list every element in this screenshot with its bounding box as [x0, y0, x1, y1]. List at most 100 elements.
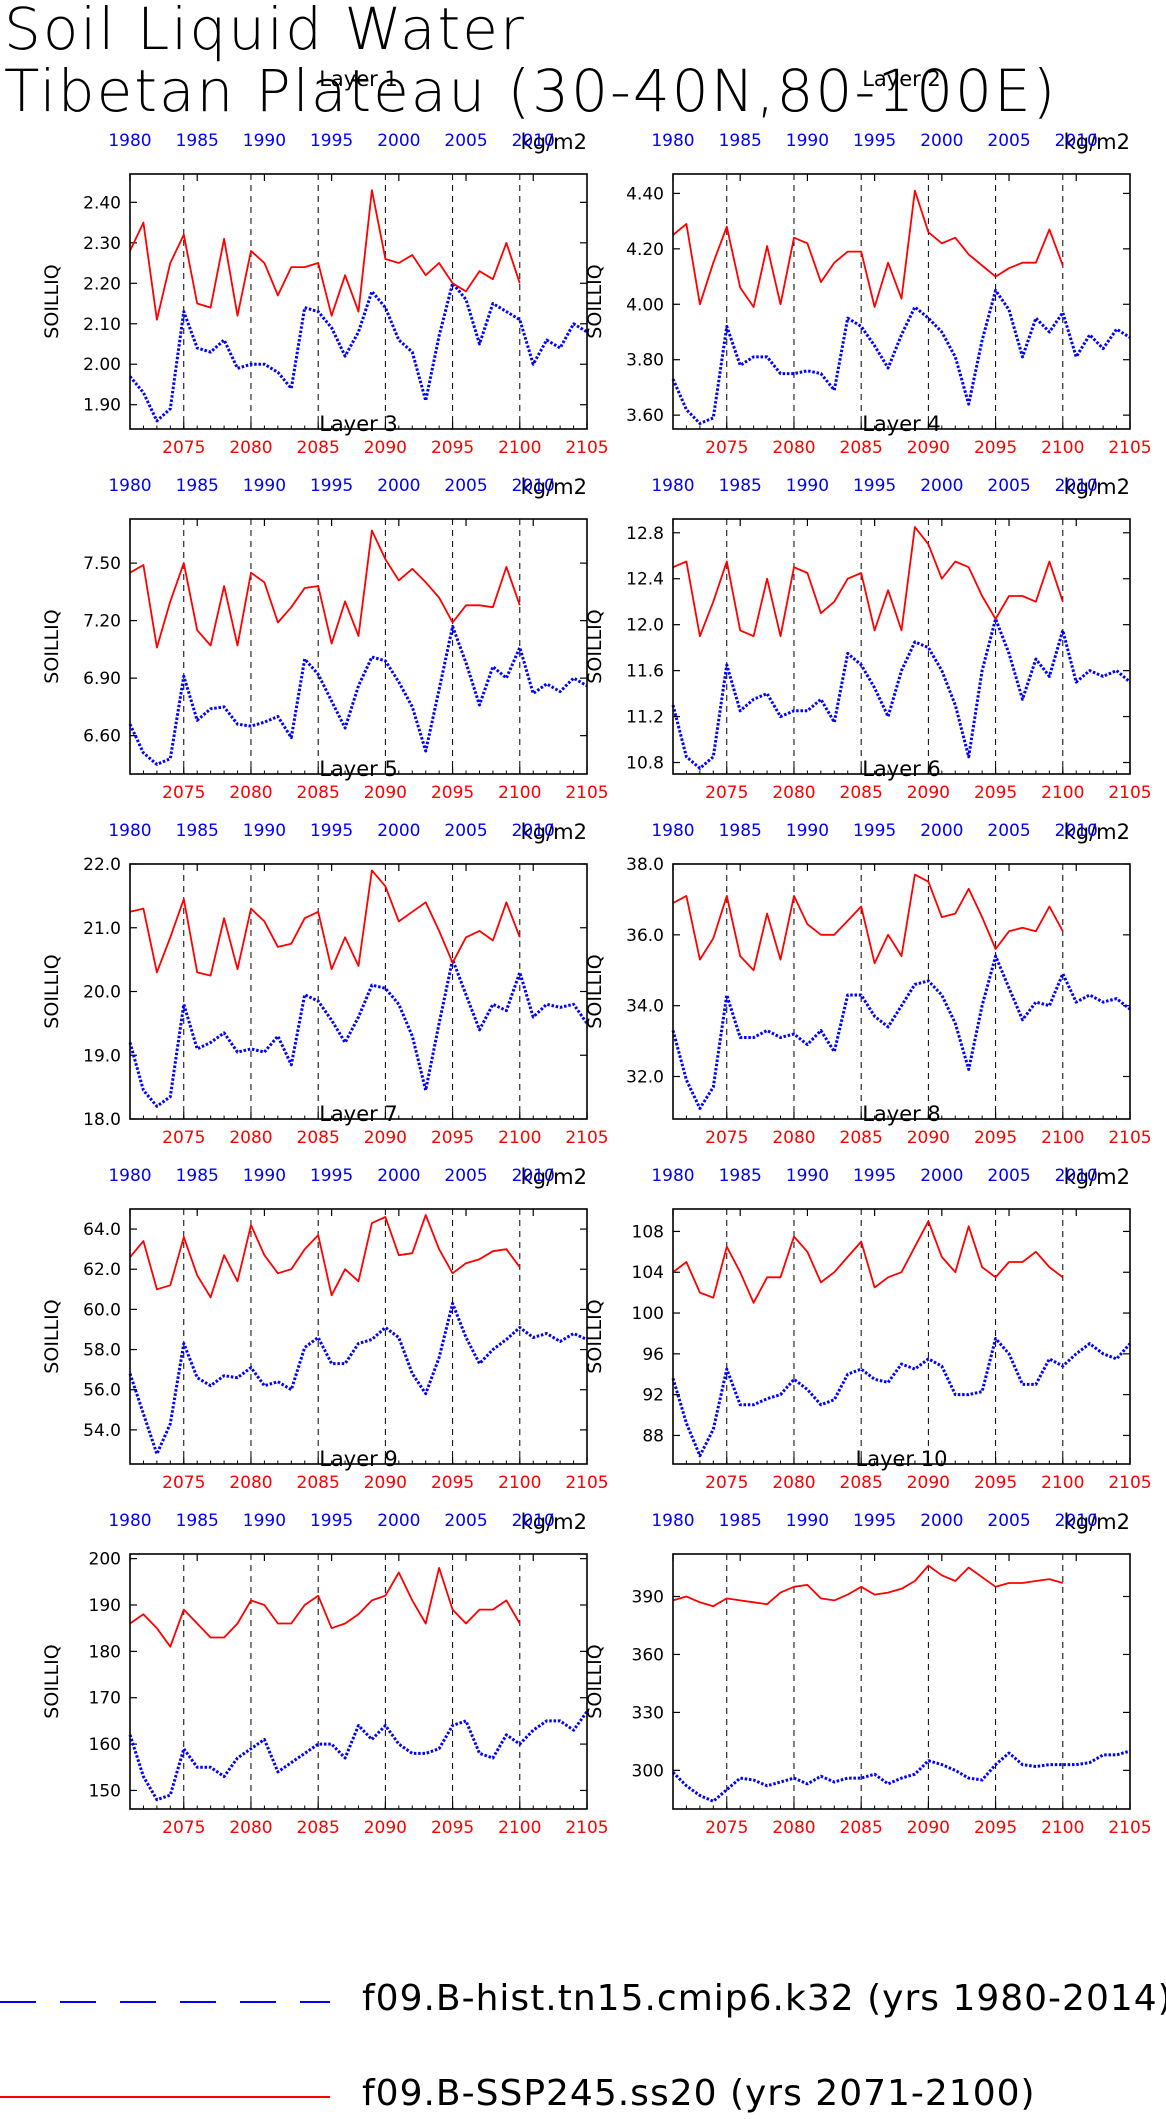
y-axis-label: SOILLIQ [584, 609, 606, 683]
x-top-tick-label: 1990 [786, 476, 829, 496]
plot-frame [129, 1553, 588, 1810]
x-bottom-tick-label: 2100 [1041, 783, 1084, 803]
y-tick-label: 330 [632, 1703, 664, 1723]
x-bottom-tick-label: 2100 [1041, 1473, 1084, 1493]
series-line-hist [128, 1710, 589, 1802]
x-bottom-tick-label: 2075 [705, 783, 748, 803]
y-tick-label: 12.0 [626, 616, 664, 636]
x-top-tick-label: 1980 [651, 1166, 694, 1186]
series-line-hist [128, 958, 589, 1108]
x-top-tick-label: 1990 [786, 1511, 829, 1531]
y-tick-label: 3.80 [626, 351, 664, 371]
x-bottom-tick-label: 2100 [498, 438, 541, 458]
y-tick-label: 58.0 [83, 1341, 121, 1361]
x-bottom-tick-label: 2090 [907, 1473, 950, 1493]
x-bottom-tick-label: 2090 [907, 1818, 950, 1838]
x-bottom-tick-label: 2105 [1108, 1818, 1151, 1838]
x-top-tick-label: 2000 [377, 1166, 420, 1186]
legend [0, 2001, 330, 2098]
y-axis-label: SOILLIQ [41, 1644, 63, 1718]
y-tick-label: 62.0 [83, 1260, 121, 1280]
x-top-tick-label: 1990 [243, 131, 286, 151]
series-line-hist [128, 281, 588, 423]
x-top-tick-label: 1995 [853, 476, 896, 496]
units-label: kg/m2 [1064, 1165, 1130, 1189]
y-tick-label: 7.20 [83, 612, 121, 632]
x-bottom-tick-label: 2075 [705, 1473, 748, 1493]
x-bottom-tick-label: 2080 [229, 1128, 272, 1148]
y-tick-label: 2.40 [83, 193, 121, 213]
y-axis-label: SOILLIQ [41, 264, 63, 338]
plot-frame [129, 518, 588, 775]
x-top-tick-label: 2000 [920, 131, 963, 151]
x-bottom-tick-label: 2095 [974, 1473, 1017, 1493]
x-bottom-tick-label: 2075 [162, 783, 205, 803]
x-top-tick-label: 2005 [987, 1166, 1030, 1186]
x-bottom-tick-label: 2075 [705, 438, 748, 458]
x-bottom-tick-label: 2100 [498, 1128, 541, 1148]
x-bottom-tick-label: 2080 [229, 1473, 272, 1493]
x-bottom-tick-label: 2090 [364, 783, 407, 803]
y-tick-label: 100 [632, 1304, 664, 1324]
plot-frame [672, 1208, 1131, 1465]
x-bottom-tick-label: 2090 [907, 1128, 950, 1148]
chart-panel-4: Layer 4 kg/m2 SOILLIQ 2075 2080 2085 2090 2095 2… [584, 412, 1152, 803]
x-top-tick-label: 2010 [512, 476, 555, 496]
y-axis-label: SOILLIQ [41, 609, 63, 683]
panel-title: Layer 4 [862, 412, 941, 436]
x-top-tick-label: 2010 [1055, 131, 1098, 151]
y-tick-label: 170 [89, 1689, 121, 1709]
y-tick-label: 7.50 [83, 554, 121, 574]
series-line-hist [671, 288, 1131, 425]
y-tick-label: 38.0 [626, 855, 664, 875]
y-tick-label: 200 [89, 1550, 121, 1570]
x-top-tick-label: 1985 [719, 131, 762, 151]
y-tick-label: 56.0 [83, 1381, 121, 1401]
series-line-ssp [129, 1567, 521, 1648]
x-top-tick-label: 1980 [108, 1511, 151, 1531]
y-axis-label: SOILLIQ [584, 954, 606, 1028]
x-bottom-tick-label: 2105 [565, 438, 608, 458]
x-top-tick-label: 1980 [651, 476, 694, 496]
x-bottom-tick-label: 2075 [162, 1128, 205, 1148]
x-bottom-tick-label: 2100 [1041, 1818, 1084, 1838]
x-top-tick-label: 1985 [176, 476, 219, 496]
y-tick-label: 180 [89, 1642, 121, 1662]
x-top-tick-label: 1985 [176, 821, 219, 841]
x-bottom-tick-label: 2095 [431, 783, 474, 803]
series-line-ssp [129, 869, 521, 977]
x-top-tick-label: 1985 [719, 476, 762, 496]
plot-frame [672, 518, 1131, 775]
x-bottom-tick-label: 2075 [162, 438, 205, 458]
x-top-tick-label: 1980 [108, 131, 151, 151]
series-line-hist [671, 617, 1131, 770]
x-bottom-tick-label: 2100 [1041, 1128, 1084, 1148]
y-tick-label: 21.0 [83, 919, 121, 939]
x-bottom-tick-label: 2105 [1108, 438, 1151, 458]
figure-title-line-1: Soil Liquid Water [4, 0, 526, 63]
x-top-tick-label: 2000 [920, 821, 963, 841]
panel-title: Layer 3 [319, 412, 398, 436]
x-bottom-tick-label: 2105 [1108, 783, 1151, 803]
x-bottom-tick-label: 2095 [974, 1818, 1017, 1838]
x-bottom-tick-label: 2105 [565, 1473, 608, 1493]
y-tick-label: 36.0 [626, 926, 664, 946]
x-bottom-tick-label: 2085 [297, 438, 340, 458]
x-bottom-tick-label: 2105 [565, 1818, 608, 1838]
y-tick-label: 12.4 [626, 570, 664, 590]
x-top-tick-label: 1980 [108, 476, 151, 496]
y-tick-label: 108 [632, 1222, 664, 1242]
x-top-tick-label: 1980 [651, 1511, 694, 1531]
x-bottom-tick-label: 2085 [840, 783, 883, 803]
panel-title: Layer 2 [862, 67, 941, 91]
y-tick-label: 160 [89, 1735, 121, 1755]
chart-panel-9: Layer 9 kg/m2 SOILLIQ 2075 2080 2085 2090 2095 2… [41, 1447, 609, 1838]
x-top-tick-label: 1995 [310, 821, 353, 841]
y-axis-label: SOILLIQ [584, 264, 606, 338]
units-label: kg/m2 [521, 1165, 587, 1189]
y-tick-label: 20.0 [83, 983, 121, 1003]
plot-frame [129, 173, 588, 430]
legend-label-hist: f09.B-hist.tn15.cmip6.k32 (yrs 1980-2014… [362, 1978, 1166, 2019]
units-label: kg/m2 [521, 820, 587, 844]
x-top-tick-label: 1980 [108, 1166, 151, 1186]
